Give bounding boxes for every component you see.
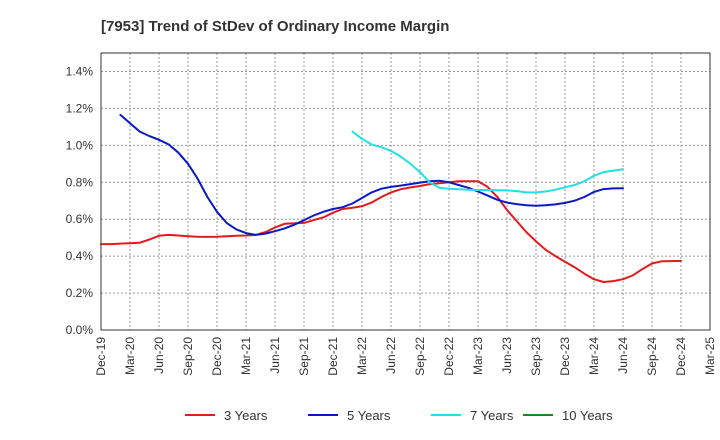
grid bbox=[101, 53, 710, 330]
y-tick-label: 0.6% bbox=[66, 212, 94, 226]
x-tick-label: Jun-22 bbox=[384, 337, 398, 374]
y-tick-label: 1.2% bbox=[66, 101, 94, 115]
series-line-3-years bbox=[100, 180, 682, 283]
x-tick-label: Sep-23 bbox=[529, 337, 543, 376]
x-tick-label: Mar-20 bbox=[123, 337, 137, 375]
y-tick-label: 0.8% bbox=[66, 175, 94, 189]
legend: 3 Years 5 Years 7 Years 10 Years bbox=[185, 408, 613, 423]
x-tick-label: Dec-22 bbox=[442, 337, 456, 376]
x-tick-label: Sep-21 bbox=[297, 337, 311, 376]
y-tick-label: 0.0% bbox=[66, 323, 94, 337]
x-tick-label: Mar-22 bbox=[355, 337, 369, 375]
y-tick-label: 1.0% bbox=[66, 138, 94, 152]
legend-label-5-years: 5 Years bbox=[347, 408, 391, 423]
chart-title: [7953] Trend of StDev of Ordinary Income… bbox=[101, 18, 449, 35]
x-tick-label: Jun-21 bbox=[268, 337, 282, 374]
y-tick-label: 1.4% bbox=[66, 64, 94, 78]
x-tick-label: Mar-21 bbox=[239, 337, 253, 375]
y-tick-label: 0.2% bbox=[66, 286, 94, 300]
x-tick-label: Dec-19 bbox=[94, 337, 108, 376]
y-axis-ticks: 0.0% 0.2% 0.4% 0.6% 0.8% 1.0% 1.2% 1.4% bbox=[66, 64, 94, 337]
x-tick-label: Sep-24 bbox=[645, 337, 659, 376]
series-line-5-years bbox=[119, 113, 624, 236]
x-tick-label: Mar-23 bbox=[471, 337, 485, 375]
x-tick-label: Jun-24 bbox=[616, 337, 630, 374]
x-tick-label: Sep-22 bbox=[413, 337, 427, 376]
x-tick-label: Sep-20 bbox=[181, 337, 195, 376]
legend-label-3-years: 3 Years bbox=[224, 408, 268, 423]
x-tick-label: Dec-21 bbox=[326, 337, 340, 376]
series-lines bbox=[100, 113, 682, 283]
legend-label-7-years: 7 Years bbox=[470, 408, 514, 423]
x-tick-label: Jun-20 bbox=[152, 337, 166, 374]
legend-label-10-years: 10 Years bbox=[562, 408, 613, 423]
x-tick-label: Mar-24 bbox=[587, 337, 601, 375]
y-tick-label: 0.4% bbox=[66, 249, 94, 263]
series-line-7-years bbox=[351, 130, 624, 194]
x-tick-label: Dec-23 bbox=[558, 337, 572, 376]
x-tick-label: Dec-20 bbox=[210, 337, 224, 376]
x-axis-ticks: Dec-19 Mar-20 Jun-20 Sep-20 Dec-20 Mar-21 Jun-… bbox=[94, 337, 717, 376]
x-tick-label: Mar-25 bbox=[703, 337, 717, 375]
x-tick-label: Dec-24 bbox=[674, 337, 688, 376]
plot-frame bbox=[100, 52, 711, 331]
x-tick-label: Jun-23 bbox=[500, 337, 514, 374]
